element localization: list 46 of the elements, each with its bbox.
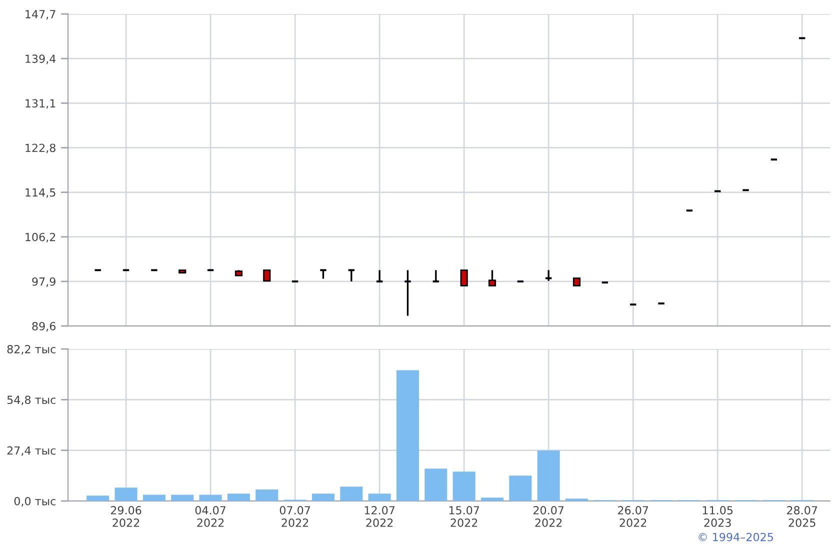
bar [227,494,250,501]
candlestick [432,269,440,282]
y-tick-label: 27,4 тыс [7,446,56,456]
bar [424,468,448,501]
y-tick-label: 131,1 [26,99,56,109]
candlestick [404,269,412,317]
x-tick-label: 15.07 2022 [449,506,480,527]
bar [509,476,532,501]
bar [452,472,476,501]
candlestick [347,269,356,282]
x-tick-label: 26.07 2022 [618,506,648,527]
x-tick-label: 20.07 2022 [533,506,564,527]
y-tick-label: 82,2 тыс [7,344,56,355]
x-tick-label: 29.06 2022 [110,506,142,527]
bar [368,494,391,501]
y-tick-label: 0,0 тыс [14,496,56,507]
y-tick-label: 147,7 [26,10,56,20]
bar [86,496,110,501]
x-tick-label: 28.07 2025 [787,506,818,527]
x-tick-label: 07.07 2022 [280,506,310,527]
text: © 1994–2025 [698,532,773,542]
y-tick-label: 139,4 [26,54,56,64]
y-tick-label: 122,8 [26,144,56,154]
candlestick [460,269,468,286]
x-tick-label: 11.05 2023 [702,506,733,527]
bar [312,494,334,501]
bar [480,498,504,501]
candlestick [544,269,553,282]
candlestick [263,269,271,282]
candlestick [375,269,384,282]
x-tick-label: 04.07 2022 [195,506,226,527]
bar [171,494,194,501]
bar [340,486,363,501]
y-tick-label: 54,8 тыс [7,396,56,406]
bar [199,494,222,501]
x-tick-label: 12.07 2022 [364,506,395,527]
y-tick-label: 106,2 [26,232,56,242]
candlestick [488,269,496,287]
bar [256,490,278,501]
bar [114,488,138,501]
y-tick-label: 89,6 [32,322,56,332]
bar [537,450,560,501]
y-tick-label: 114,5 [26,188,56,198]
bar [396,370,419,501]
y-tick-label: 97,9 [32,277,56,287]
bar [142,494,166,501]
